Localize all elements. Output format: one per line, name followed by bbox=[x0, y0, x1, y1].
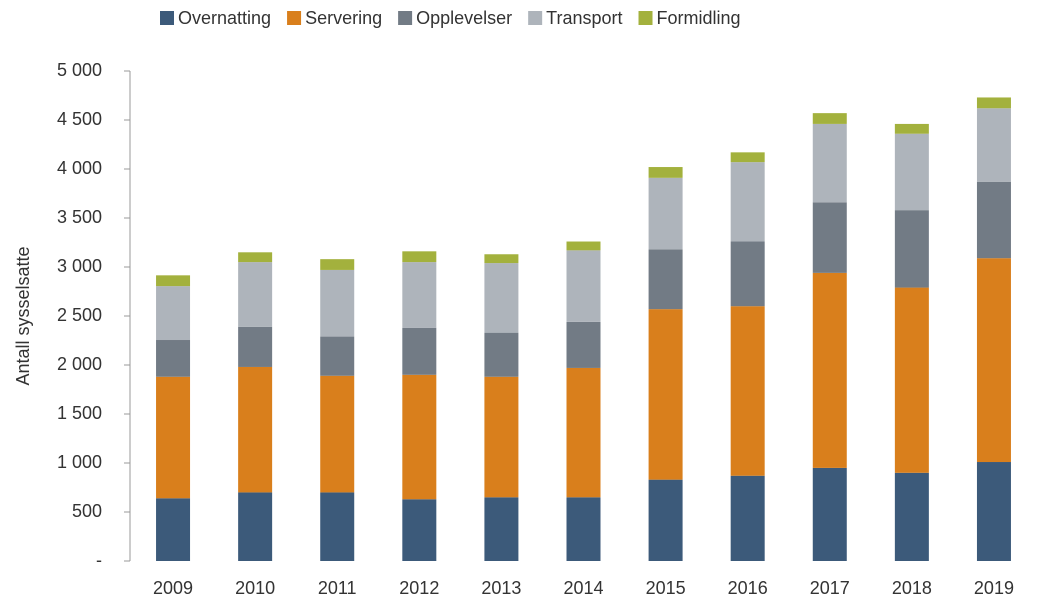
bar-segment bbox=[976, 108, 1011, 182]
y-tick-label: 3 000 bbox=[57, 256, 102, 276]
bar-segment bbox=[648, 479, 683, 561]
bar-segment bbox=[894, 210, 929, 288]
bar-segment bbox=[238, 492, 273, 561]
legend-label: Transport bbox=[546, 8, 622, 28]
x-tick-label: 2010 bbox=[235, 578, 275, 598]
bar-segment bbox=[566, 241, 601, 251]
bar-segment bbox=[484, 254, 519, 264]
bar-segment bbox=[238, 326, 273, 367]
bar-segment bbox=[976, 462, 1011, 561]
bar-segment bbox=[156, 340, 191, 377]
legend-label: Overnatting bbox=[178, 8, 271, 28]
bar-segment bbox=[320, 269, 355, 337]
bar-segment bbox=[484, 376, 519, 498]
bar-segment bbox=[320, 336, 355, 376]
x-tick-label: 2016 bbox=[728, 578, 768, 598]
bar-segment bbox=[894, 123, 929, 134]
bar-segment bbox=[320, 375, 355, 493]
y-tick-label: 500 bbox=[72, 501, 102, 521]
y-tick-label: 1 000 bbox=[57, 452, 102, 472]
bar-segment bbox=[484, 263, 519, 333]
legend-swatch bbox=[287, 11, 302, 25]
bar-segment bbox=[894, 287, 929, 473]
bar-segment bbox=[648, 249, 683, 310]
x-tick-label: 2019 bbox=[974, 578, 1014, 598]
bar-segment bbox=[730, 162, 765, 242]
legend-label: Formidling bbox=[657, 8, 741, 28]
y-tick-label: 4 500 bbox=[57, 109, 102, 129]
bar-segment bbox=[402, 327, 437, 375]
bar-segment bbox=[648, 177, 683, 250]
y-tick-label: 4 000 bbox=[57, 158, 102, 178]
bar-segment bbox=[156, 498, 191, 561]
bar-segment bbox=[812, 202, 847, 273]
bar-segment bbox=[402, 374, 437, 500]
bar-segment bbox=[976, 258, 1011, 463]
x-tick-label: 2012 bbox=[399, 578, 439, 598]
bar-segment bbox=[320, 492, 355, 561]
legend-swatch bbox=[398, 11, 413, 25]
x-tick-label: 2011 bbox=[318, 578, 357, 598]
bar-segment bbox=[730, 241, 765, 307]
bar-segment bbox=[566, 250, 601, 322]
y-tick-label: 2 000 bbox=[57, 354, 102, 374]
y-tick-label: 1 500 bbox=[57, 403, 102, 423]
bar-segment bbox=[894, 133, 929, 211]
legend-swatch bbox=[638, 11, 653, 25]
x-tick-label: 2009 bbox=[153, 578, 193, 598]
bar-segment bbox=[566, 321, 601, 368]
bar-segment bbox=[648, 309, 683, 480]
bar-segment bbox=[238, 262, 273, 327]
y-tick-label: - bbox=[96, 550, 102, 570]
x-tick-label: 2017 bbox=[810, 578, 850, 598]
bar-segment bbox=[484, 497, 519, 561]
bar-segment bbox=[976, 97, 1011, 109]
y-tick-label: 3 500 bbox=[57, 207, 102, 227]
x-tick-label: 2015 bbox=[646, 578, 686, 598]
bar-segment bbox=[402, 251, 437, 263]
legend-swatch bbox=[160, 11, 174, 25]
bar-segment bbox=[566, 497, 601, 561]
bar-segment bbox=[156, 376, 191, 499]
x-tick-label: 2018 bbox=[892, 578, 932, 598]
bar-segment bbox=[238, 366, 273, 493]
bar-segment bbox=[812, 272, 847, 468]
bar-segment bbox=[566, 367, 601, 498]
bar-segment bbox=[730, 152, 765, 163]
bar-segment bbox=[812, 123, 847, 203]
legend-label: Servering bbox=[305, 8, 382, 28]
bar-segment bbox=[976, 181, 1011, 259]
bar-segment bbox=[648, 167, 683, 178]
legend-swatch bbox=[528, 11, 543, 25]
bar-segment bbox=[894, 472, 929, 561]
bar-segment bbox=[402, 262, 437, 328]
bar-segment bbox=[484, 332, 519, 377]
bar-segment bbox=[238, 252, 273, 263]
bar-segment bbox=[320, 259, 355, 270]
bar-segment bbox=[812, 467, 847, 561]
x-tick-label: 2014 bbox=[563, 578, 603, 598]
y-tick-label: 2 500 bbox=[57, 305, 102, 325]
bar-segment bbox=[730, 475, 765, 561]
bar-segment bbox=[156, 275, 191, 287]
x-tick-label: 2013 bbox=[481, 578, 521, 598]
y-tick-label: 5 000 bbox=[57, 60, 102, 80]
y-axis-label: Antall sysselsatte bbox=[13, 246, 33, 385]
bar-segment bbox=[730, 306, 765, 476]
bar-segment bbox=[812, 113, 847, 124]
legend-label: Opplevelser bbox=[416, 8, 512, 28]
bar-segment bbox=[402, 499, 437, 561]
bar-segment bbox=[156, 286, 191, 341]
